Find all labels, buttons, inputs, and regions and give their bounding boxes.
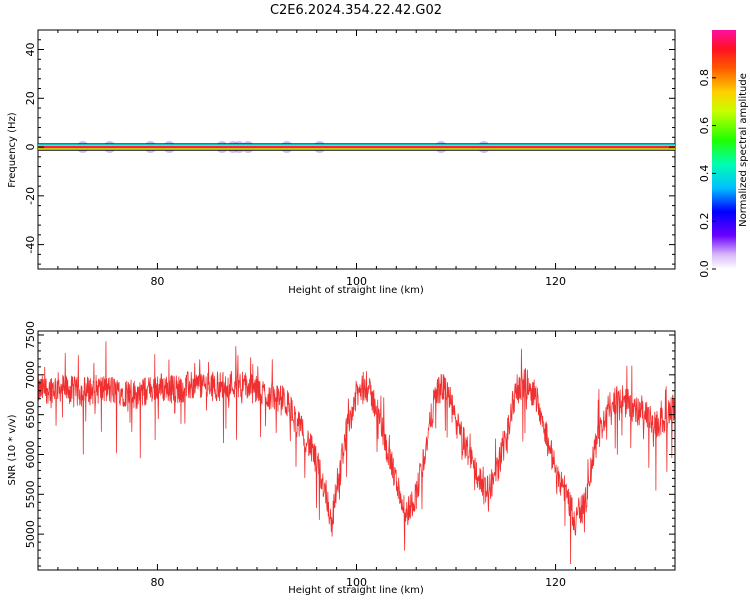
x-tick-label: 120: [545, 275, 566, 288]
y-tick-label: 7500: [24, 321, 37, 349]
y-tick-label: -40: [24, 236, 37, 254]
colorbar-tick-label: 0.4: [698, 165, 711, 183]
snr-panel: 80 100 120 5000 5500 6000 6500 7000 7500 Height …: [7, 321, 676, 596]
y-tick-label: 5000: [24, 520, 37, 548]
spectrogram-axes: 80 100 120 40 20 0 -20 -40: [24, 30, 675, 288]
spectrogram-xlabel: Height of straight line (km): [288, 285, 424, 296]
y-tick-label: 6000: [24, 440, 37, 468]
spectrogram-ylabel: Frequency (Hz): [7, 112, 18, 188]
spectrogram-panel: 80 100 120 40 20 0 -20 -40 Height of straight l…: [7, 29, 676, 296]
colorbar: 0.0 0.2 0.4 0.6 0.8 Normalized spectral ampl…: [698, 30, 749, 278]
snr-axes: 80 100 120 5000 5500 6000 6500 7000 7500: [24, 321, 675, 589]
colorbar-tick-label: 0.2: [698, 212, 711, 230]
x-tick-label: 100: [346, 275, 367, 288]
y-tick-label: 5500: [24, 480, 37, 508]
snr-xlabel: Height of straight line (km): [288, 585, 424, 596]
snr-series-line: [37, 341, 676, 565]
colorbar-label: Normalized spectral amplitude: [738, 73, 749, 227]
y-tick-label: 20: [24, 91, 37, 105]
colorbar-gradient: [712, 30, 736, 269]
y-tick-label: 0: [24, 144, 37, 151]
colorbar-ticks: 0.0 0.2 0.4 0.6 0.8: [698, 69, 716, 278]
y-tick-label: 7000: [24, 361, 37, 389]
snr-plot-area: [38, 331, 675, 570]
y-tick-label: -20: [24, 187, 37, 205]
snr-content: [37, 341, 676, 565]
x-tick-label: 80: [150, 275, 164, 288]
colorbar-tick-label: 0.0: [698, 260, 711, 278]
y-tick-label: 40: [24, 43, 37, 57]
x-tick-label: 80: [150, 576, 164, 589]
spectral-band: [38, 146, 675, 148]
colorbar-tick-label: 0.6: [698, 117, 711, 135]
figure-title: C2E6.2024.354.22.42.G02: [270, 3, 442, 18]
y-tick-label: 6500: [24, 401, 37, 429]
x-tick-label: 100: [346, 576, 367, 589]
x-tick-label: 120: [545, 576, 566, 589]
colorbar-tick-label: 0.8: [698, 69, 711, 87]
snr-ylabel: SNR (10 * v/v): [7, 414, 18, 485]
spectrogram-content: [38, 141, 675, 154]
